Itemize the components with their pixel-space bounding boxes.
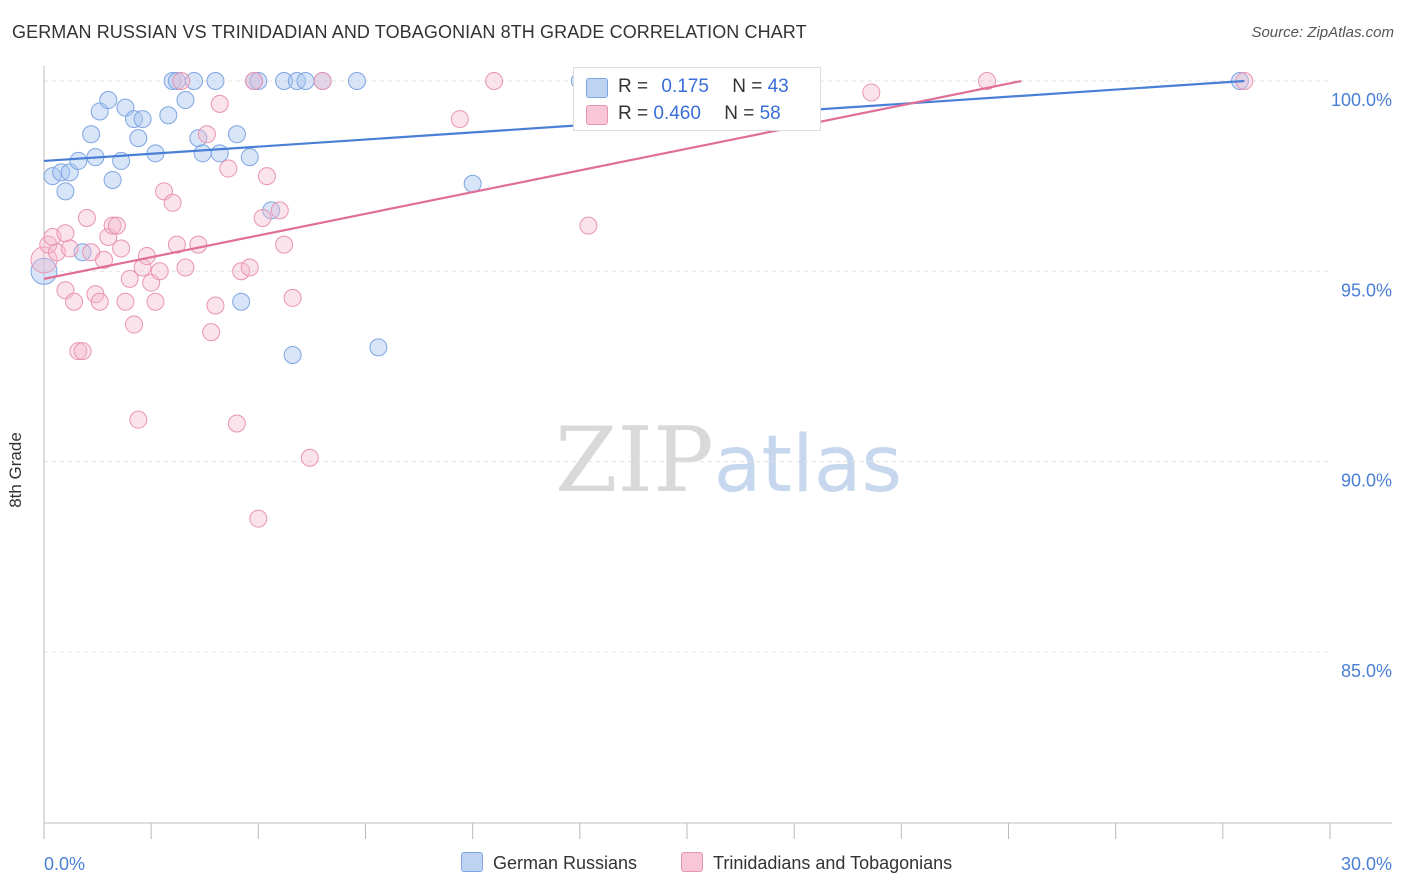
trinidadian-point <box>219 159 238 178</box>
german-russian-point <box>193 144 212 163</box>
stats-legend: R = 0.175 N = 43 R = 0.460 N = 58 <box>573 67 821 131</box>
blue-swatch-icon <box>586 78 608 98</box>
german-russian-point <box>103 170 122 189</box>
trinidadian-point <box>73 342 92 361</box>
german-russian-point <box>129 129 148 148</box>
trinidadian-point <box>163 193 182 212</box>
watermark: ZIPatlas <box>555 408 902 513</box>
german-russian-point <box>206 72 225 91</box>
trinidadian-point <box>103 216 122 235</box>
pink-swatch-icon <box>681 852 703 872</box>
r-value: 0.175 <box>661 76 709 97</box>
y-tick-label: 95.0% <box>1341 280 1392 300</box>
german-russian-point <box>249 72 268 91</box>
legend-item-trinidadians: Trinidadians and Tobagonians <box>681 852 952 874</box>
trinidadian-point <box>257 167 276 186</box>
trinidadian-point <box>90 292 109 311</box>
trinidadian-point <box>60 239 79 258</box>
r-label: R = <box>618 103 654 124</box>
n-label: N = <box>732 76 768 97</box>
trinidadian-point <box>95 250 114 269</box>
trinidadian-point <box>232 262 251 281</box>
german-russian-point <box>347 72 366 91</box>
legend-item-german-russians: German Russians <box>461 852 637 874</box>
trinidadian-point <box>172 72 191 91</box>
trinidadian-point <box>189 235 208 254</box>
trinidadian-point <box>283 288 302 307</box>
german-russian-point <box>159 106 178 125</box>
trinidadian-point <box>150 262 169 281</box>
german-russian-point <box>296 72 315 91</box>
r-value: 0.460 <box>653 103 701 124</box>
blue-swatch-icon <box>461 852 483 872</box>
y-tick-label: 90.0% <box>1341 471 1392 491</box>
german-russian-point <box>43 167 62 186</box>
trinidadian-point <box>862 83 881 102</box>
trinidadian-point <box>240 258 259 277</box>
trinidadian-point <box>69 342 88 361</box>
r-label: R = <box>618 76 654 97</box>
trinidadian-point <box>227 414 246 433</box>
trinidadian-point <box>300 448 319 467</box>
trinidadian-point <box>197 125 216 144</box>
trinidadian-point <box>450 110 469 129</box>
trinidadian-point <box>485 72 504 91</box>
n-value: 58 <box>759 103 781 124</box>
n-label: N = <box>724 103 760 124</box>
trinidadian-point <box>313 72 332 91</box>
trinidadian-point <box>116 292 135 311</box>
trinidadian-point <box>107 216 126 235</box>
trinidadian-point <box>112 239 131 258</box>
german-russian-point <box>463 174 482 193</box>
german-russian-point <box>69 151 88 170</box>
watermark-atlas: atlas <box>713 420 903 510</box>
y-tick-label: 100.0% <box>1331 90 1392 110</box>
trinidadian-point <box>146 292 165 311</box>
trinidadian-point <box>167 235 186 254</box>
german-russian-point <box>227 125 246 144</box>
german-russian-point <box>275 72 294 91</box>
trinidadian-point <box>120 269 139 288</box>
trinidadian-point <box>249 509 268 528</box>
trinidadian-point <box>275 235 294 254</box>
legend-label: German Russians <box>493 853 638 873</box>
source-label: Source: ZipAtlas.com <box>1251 24 1394 41</box>
trinidadian-point <box>77 209 96 228</box>
pink-swatch-icon <box>586 105 608 125</box>
trinidadian-point <box>210 94 229 113</box>
german-russian-point <box>176 91 195 110</box>
y-tick-label: 85.0% <box>1341 661 1392 681</box>
trinidadian-trendline <box>43 79 1022 280</box>
german-russian-point <box>240 148 259 167</box>
trinidadian-point <box>579 216 598 235</box>
german-russian-point <box>210 144 229 163</box>
trinidadian-point <box>65 292 84 311</box>
x-tick-label: 30.0% <box>1341 854 1392 874</box>
german-russian-point <box>369 338 388 357</box>
german-russian-point <box>56 182 75 201</box>
n-value: 43 <box>767 76 789 97</box>
german-russian-point <box>283 345 302 364</box>
german-russian-point <box>82 125 101 144</box>
trinidadian-point <box>56 224 75 243</box>
trinidadian-point <box>245 72 264 91</box>
trinidadian-point <box>270 201 289 220</box>
trinidadian-point <box>202 323 221 342</box>
chart-title: GERMAN RUSSIAN VS TRINIDADIAN AND TOBAGO… <box>12 22 807 42</box>
trinidadian-point <box>978 72 997 91</box>
trinidadian-point <box>206 296 225 315</box>
trinidadian-point <box>129 410 148 429</box>
german-russian-point <box>185 72 204 91</box>
x-tick-label: 0.0% <box>44 854 85 874</box>
trinidadian-point <box>253 209 272 228</box>
german-russian-point <box>99 91 118 110</box>
german-russian-point <box>232 292 251 311</box>
watermark-zip: ZIP <box>555 408 714 513</box>
trinidadian-point <box>125 315 144 334</box>
trinidadian-point <box>176 258 195 277</box>
german-russian-point <box>133 110 152 129</box>
legend-label: Trinidadians and Tobagonians <box>713 853 953 873</box>
german-russian-point <box>189 129 208 148</box>
